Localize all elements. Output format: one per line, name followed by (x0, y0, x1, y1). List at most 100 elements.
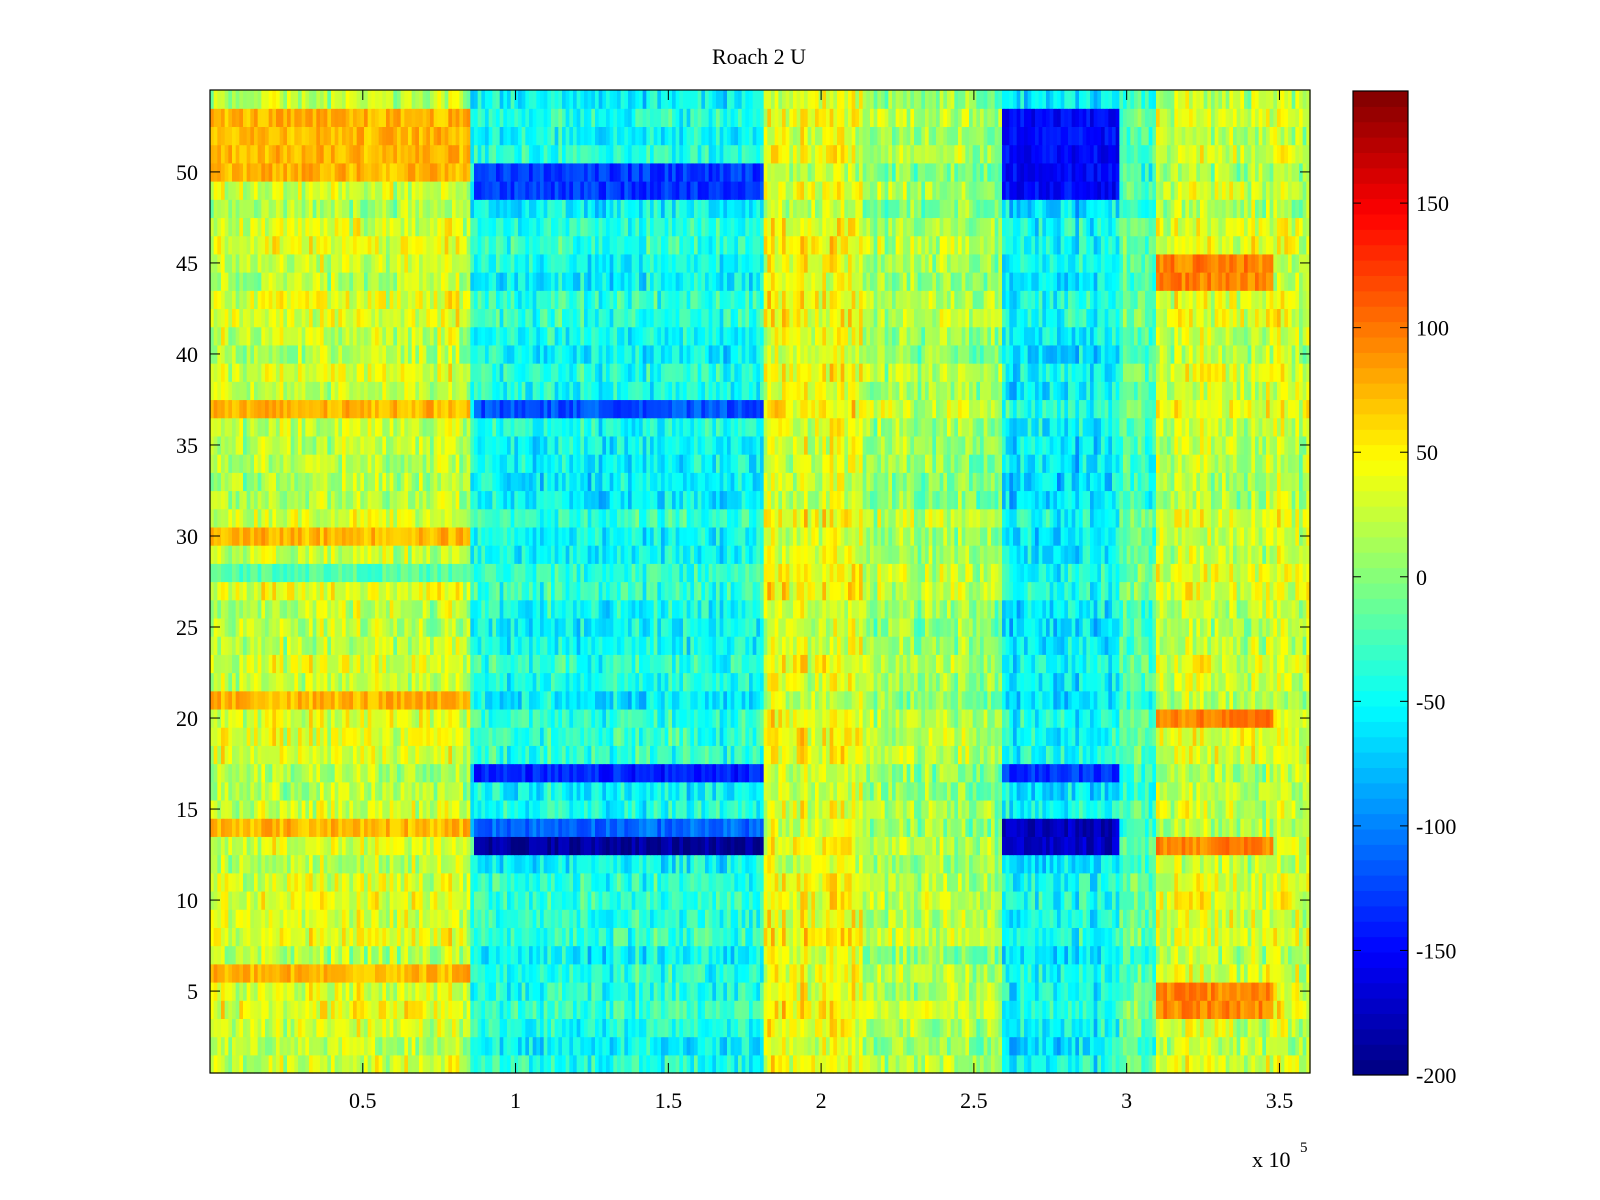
heatmap-cell (1141, 872, 1146, 892)
heatmap-cell (914, 854, 919, 874)
heatmap-cell (1060, 1054, 1065, 1074)
heatmap-cell (327, 818, 332, 837)
heatmap-cell (554, 909, 559, 928)
heatmap-cell (452, 854, 457, 874)
heatmap-cell (356, 1054, 361, 1074)
heatmap-cell (301, 781, 306, 801)
heatmap-cell (1145, 963, 1150, 983)
heatmap-cell (1196, 981, 1201, 1001)
heatmap-cell (477, 763, 482, 783)
heatmap-cell (507, 818, 512, 837)
heatmap-cell (932, 781, 937, 801)
heatmap-cell (1090, 909, 1095, 928)
heatmap-cell (276, 818, 281, 837)
heatmap-cell (811, 963, 816, 983)
heatmap-cell (778, 1036, 783, 1056)
heatmap-cell (620, 836, 625, 856)
heatmap-cell (1152, 1018, 1157, 1038)
heatmap-cell (1189, 909, 1194, 928)
heatmap-cell (217, 781, 222, 801)
heatmap-cell (950, 781, 955, 801)
heatmap-cell (481, 836, 486, 856)
heatmap-cell (980, 1036, 985, 1056)
heatmap-cell (309, 854, 314, 874)
heatmap-cell (1280, 945, 1285, 965)
heatmap-cell (485, 872, 490, 892)
heatmap-cell (261, 1018, 266, 1038)
heatmap-cell (961, 1000, 966, 1019)
heatmap-cell (1203, 818, 1208, 837)
heatmap-cell (767, 1000, 772, 1019)
heatmap-cell (1163, 909, 1168, 928)
heatmap-cell (774, 872, 779, 892)
heatmap-cell (287, 945, 292, 965)
heatmap-cell (701, 872, 706, 892)
heatmap-cell (309, 799, 314, 819)
heatmap-cell (789, 945, 794, 965)
heatmap-cell (613, 836, 618, 856)
heatmap-cell (1196, 872, 1201, 892)
heatmap-cell (1189, 1036, 1194, 1056)
heatmap-cell (657, 963, 662, 983)
heatmap-cell (848, 1054, 853, 1074)
heatmap-cell (228, 909, 233, 928)
heatmap-cell (305, 854, 310, 874)
heatmap-cell (738, 1036, 743, 1056)
heatmap-cell (859, 781, 864, 801)
heatmap-cell (1185, 1054, 1190, 1074)
heatmap-cell (309, 1036, 314, 1056)
heatmap-cell (1192, 799, 1197, 819)
heatmap-cell (723, 927, 728, 947)
heatmap-cell (804, 945, 809, 965)
heatmap-cell (503, 927, 508, 947)
heatmap-cell (459, 890, 464, 910)
heatmap-cell (272, 945, 277, 965)
heatmap-cell (936, 781, 941, 801)
heatmap-cell (650, 909, 655, 928)
heatmap-cell (672, 1054, 677, 1074)
heatmap-cell (587, 854, 592, 874)
heatmap-cell (1185, 872, 1190, 892)
heatmap-cell (1086, 963, 1091, 983)
heatmap-cell (1016, 799, 1021, 819)
heatmap-cell (1119, 1018, 1124, 1038)
heatmap-cell (235, 818, 240, 837)
heatmap-cell (822, 1054, 827, 1074)
heatmap-cell (521, 763, 526, 783)
heatmap-cell (873, 1054, 878, 1074)
heatmap-cell (694, 818, 699, 837)
heatmap-cell (631, 818, 636, 837)
heatmap-cell (958, 1054, 963, 1074)
heatmap-cell (433, 927, 438, 947)
heatmap-cell (448, 799, 453, 819)
heatmap-cell (492, 981, 497, 1001)
heatmap-cell (1093, 1036, 1098, 1056)
heatmap-cell (694, 799, 699, 819)
heatmap-cell (826, 854, 831, 874)
heatmap-cell (760, 963, 765, 983)
heatmap-cell (921, 1018, 926, 1038)
heatmap-cell (228, 890, 233, 910)
heatmap-cell (276, 927, 281, 947)
heatmap-cell (778, 799, 783, 819)
heatmap-cell (1075, 1018, 1080, 1038)
heatmap-cell (1258, 890, 1263, 910)
heatmap-cell (675, 1018, 680, 1038)
heatmap-cell (760, 1018, 765, 1038)
heatmap-cell (1302, 1036, 1307, 1056)
heatmap-cell (397, 799, 402, 819)
heatmap-cell (650, 1036, 655, 1056)
heatmap-cell (419, 963, 424, 983)
heatmap-cell (521, 927, 526, 947)
heatmap-cell (1233, 1036, 1238, 1056)
heatmap-cell (1280, 927, 1285, 947)
heatmap-cell (521, 854, 526, 874)
heatmap-cell (338, 927, 343, 947)
heatmap-cell (573, 836, 578, 856)
heatmap-cell (1053, 909, 1058, 928)
heatmap-cell (367, 1000, 372, 1019)
heatmap-cell (734, 799, 739, 819)
heatmap-cell (261, 945, 266, 965)
heatmap-cell (1035, 963, 1040, 983)
heatmap-cell (1280, 836, 1285, 856)
